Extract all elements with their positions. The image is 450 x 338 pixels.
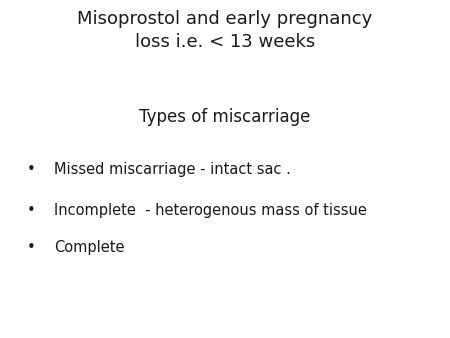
Text: Missed miscarriage - intact sac .: Missed miscarriage - intact sac . [54, 162, 291, 177]
Text: •: • [27, 203, 36, 218]
Text: Types of miscarriage: Types of miscarriage [140, 108, 310, 126]
Text: Complete: Complete [54, 240, 125, 255]
Text: •: • [27, 162, 36, 177]
Text: Incomplete  - heterogenous mass of tissue: Incomplete - heterogenous mass of tissue [54, 203, 367, 218]
Text: Misoprostol and early pregnancy
loss i.e. < 13 weeks: Misoprostol and early pregnancy loss i.e… [77, 10, 373, 51]
Text: •: • [27, 240, 36, 255]
